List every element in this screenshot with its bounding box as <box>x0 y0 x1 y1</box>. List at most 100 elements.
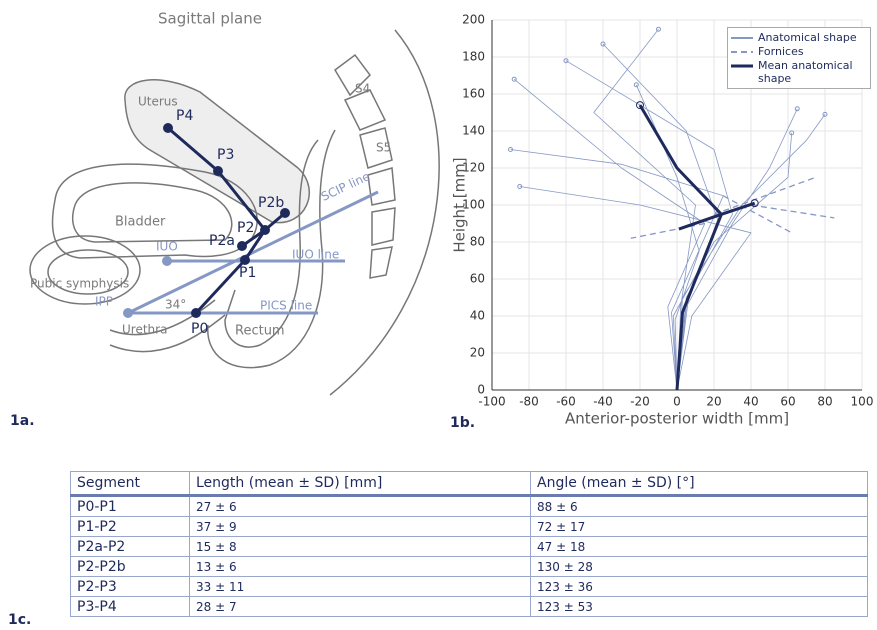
table-row: P2-P2b 13 ± 6 130 ± 28 <box>70 556 868 577</box>
label: Rectum <box>235 324 285 339</box>
series-line <box>638 104 756 391</box>
end-marker <box>656 26 661 32</box>
table-cell: 28 ± 7 <box>189 596 531 617</box>
end-marker <box>517 184 523 189</box>
y-tick-label: 0 <box>477 383 485 397</box>
label: Bladder <box>115 215 166 230</box>
point-label: P1 <box>239 265 256 281</box>
point-label: P4 <box>176 108 193 124</box>
end-marker <box>508 147 513 152</box>
table-row: P3-P4 28 ± 7 123 ± 53 <box>70 596 868 617</box>
legend-entry: Mean anatomical shape <box>731 59 867 85</box>
table: Segment Length (mean ± SD) [mm] Angle (mea… <box>70 471 868 617</box>
label: Urethra <box>122 323 167 337</box>
table-cell: P2a-P2 <box>70 536 190 557</box>
label: IPP <box>95 295 113 309</box>
x-tick-label: -80 <box>519 395 539 409</box>
legend-entry: Fornices <box>731 45 867 58</box>
series-line <box>630 176 835 239</box>
end-marker <box>633 82 639 88</box>
table-cell: 72 ± 17 <box>530 516 868 537</box>
x-tick-label: -100 <box>478 395 505 409</box>
header-cell: Angle (mean ± SD) [°] <box>530 471 868 497</box>
scip-line <box>127 190 379 315</box>
end-marker <box>789 130 795 136</box>
end-marker <box>794 106 800 112</box>
header-cell: Segment <box>70 471 190 497</box>
x-tick-label: 80 <box>817 395 832 409</box>
end-marker <box>511 76 517 82</box>
x-tick-label: 60 <box>780 395 795 409</box>
x-tick-label: -40 <box>593 395 613 409</box>
label: S4 <box>355 82 370 96</box>
legend-swatch <box>731 37 753 39</box>
x-tick-label: 20 <box>706 395 721 409</box>
y-tick-label: 200 <box>462 13 485 27</box>
table-row: P0-P1 27 ± 6 88 ± 6 <box>70 495 868 517</box>
ipp-point <box>123 308 133 318</box>
reference-lines <box>127 190 379 315</box>
y-tick-label: 40 <box>470 309 485 323</box>
label: PICS line <box>260 299 312 313</box>
table-cell: 123 ± 53 <box>530 596 868 617</box>
diagram-title: Sagittal plane <box>158 10 262 28</box>
y-tick-label: 180 <box>462 50 485 64</box>
label: Pubic symphysis <box>30 277 129 291</box>
table-cell: 27 ± 6 <box>189 495 531 517</box>
legend-entry: Anatomical shape <box>731 31 867 44</box>
label: Uterus <box>138 95 178 109</box>
table-cell: 130 ± 28 <box>530 556 868 577</box>
table-cell: 37 ± 9 <box>189 516 531 537</box>
label: S5 <box>376 141 391 155</box>
end-marker <box>822 111 828 117</box>
table-cell: 15 ± 8 <box>189 536 531 557</box>
table-cell: 13 ± 6 <box>189 556 531 577</box>
table-cell: P1-P2 <box>70 516 190 537</box>
landmark <box>163 123 173 133</box>
x-tick-label: 40 <box>743 395 758 409</box>
landmark <box>260 225 270 235</box>
y-tick-label: 120 <box>462 161 485 175</box>
y-tick-label: 60 <box>470 272 485 286</box>
y-tick-label: 160 <box>462 87 485 101</box>
anatomy <box>29 29 440 396</box>
table-cell: P0-P1 <box>70 495 190 517</box>
end-marker <box>600 41 606 47</box>
panel-label: 1b. <box>450 415 475 431</box>
point-label: P0 <box>191 321 208 337</box>
legend-label: Fornices <box>758 45 804 58</box>
end-marker <box>636 101 644 110</box>
table-header: Segment Length (mean ± SD) [mm] Angle (mea… <box>70 471 868 497</box>
point-label: P3 <box>217 147 234 163</box>
y-axis-label: Height [mm] <box>451 157 469 252</box>
legend: Anatomical shape Fornices Mean anatomical … <box>727 27 871 89</box>
y-tick-label: 140 <box>462 124 485 138</box>
table-cell: P3-P4 <box>70 596 190 617</box>
legend-label: Anatomical shape <box>758 31 857 44</box>
panel-label: 1c. <box>8 612 31 628</box>
x-tick-label: -60 <box>556 395 576 409</box>
x-axis-label: Anterior-posterior width [mm] <box>565 410 789 428</box>
landmark <box>191 308 201 318</box>
table-row: P2a-P2 15 ± 8 47 ± 18 <box>70 536 868 557</box>
landmark <box>213 166 223 176</box>
label: IUO <box>156 240 178 254</box>
table-cell: 47 ± 18 <box>530 536 868 557</box>
table-cell: 33 ± 11 <box>189 576 531 597</box>
landmark <box>237 241 247 251</box>
x-tick-label: 0 <box>673 395 681 409</box>
y-tick-label: 80 <box>470 235 485 249</box>
x-tick-label: -20 <box>630 395 650 409</box>
y-tick-label: 20 <box>470 346 485 360</box>
iuo-point <box>162 256 172 266</box>
table-cell: P2-P3 <box>70 576 190 597</box>
label: 34° <box>165 298 186 312</box>
x-tick-label: 100 <box>851 395 874 409</box>
label: IUO line <box>292 248 339 262</box>
end-marker <box>750 199 759 208</box>
landmarks <box>163 123 290 318</box>
end-marker <box>563 58 569 64</box>
panel-label: 1a. <box>10 413 35 429</box>
